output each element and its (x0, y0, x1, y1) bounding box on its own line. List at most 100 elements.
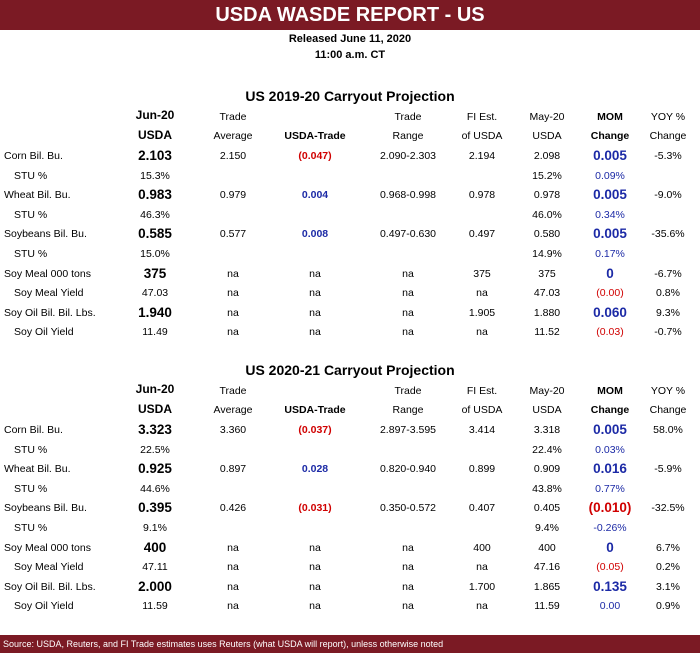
row-label: Wheat Bil. Bu. (4, 189, 71, 201)
header-trade-bottom: Average (213, 404, 253, 416)
fi-estimate: na (476, 600, 488, 612)
fi-estimate: 2.194 (468, 150, 496, 162)
mom-change: 0.060 (593, 305, 627, 320)
mom-change: 0.09% (595, 170, 625, 182)
trade-average: 2.150 (219, 150, 247, 162)
may-usda: 9.4% (535, 522, 559, 534)
usda-value: 9.1% (143, 522, 167, 534)
header-mom-bottom: Change (590, 404, 630, 416)
usda-value: 0.585 (138, 226, 172, 241)
mom-change: 0.005 (593, 226, 627, 241)
yoy-change: 6.7% (656, 542, 680, 554)
usda-value: 0.925 (138, 461, 172, 476)
row-label: Soy Oil Yield (14, 600, 74, 612)
yoy-change: 0.8% (656, 287, 680, 299)
usda-value: 15.0% (140, 248, 170, 260)
row-label: Soy Oil Bil. Bil. Lbs. (4, 581, 96, 593)
usda-value: 46.3% (140, 209, 170, 221)
fi-estimate: 0.497 (468, 228, 496, 240)
trade-range: 0.820-0.940 (379, 463, 437, 475)
may-usda: 47.03 (533, 287, 561, 299)
yoy-change: -9.0% (654, 189, 682, 201)
yoy-change: -5.3% (654, 150, 682, 162)
yoy-change: -5.9% (654, 463, 682, 475)
mom-change: (0.010) (588, 500, 632, 515)
usda-trade-diff: na (309, 287, 321, 299)
header-trade-top: Trade (219, 111, 247, 123)
mom-change: (0.03) (596, 326, 624, 338)
trade-average: na (227, 600, 239, 612)
header-may-bottom: USDA (532, 404, 562, 416)
may-usda: 11.59 (534, 600, 560, 612)
mom-change: 0.00 (599, 600, 621, 612)
trade-average: 0.897 (219, 463, 247, 475)
usda-trade-diff: na (309, 561, 321, 573)
header-range-bottom: Range (392, 130, 424, 142)
usda-trade-diff: 0.008 (301, 228, 329, 240)
may-usda: 3.318 (533, 424, 561, 436)
row-label: STU % (14, 522, 48, 534)
header-fi-top: FI Est. (466, 111, 498, 123)
trade-range: 0.497-0.630 (379, 228, 437, 240)
usda-trade-diff: (0.037) (298, 424, 332, 436)
row-label: Soybeans Bil. Bu. (4, 228, 87, 240)
usda-value: 3.323 (138, 422, 172, 437)
trade-average: na (227, 581, 239, 593)
may-usda: 43.8% (532, 483, 562, 495)
mom-change: 0.005 (593, 187, 627, 202)
trade-average: 0.979 (219, 189, 247, 201)
fi-estimate: na (476, 561, 488, 573)
trade-average: 0.577 (219, 228, 247, 240)
row-label: Soy Meal 000 tons (4, 268, 91, 280)
row-label: Soy Meal Yield (14, 287, 84, 299)
section-title: US 2020-21 Carryout Projection (245, 362, 455, 378)
usda-value: 11.59 (142, 600, 168, 612)
yoy-change: -32.5% (651, 502, 685, 514)
fi-estimate: 375 (473, 268, 491, 280)
trade-range: 0.350-0.572 (379, 502, 437, 514)
row-label: STU % (14, 444, 48, 456)
yoy-change: -0.7% (654, 326, 682, 338)
usda-value: 1.940 (138, 305, 172, 320)
row-label: Soy Oil Yield (14, 326, 74, 338)
row-label: STU % (14, 483, 48, 495)
may-usda: 15.2% (532, 170, 562, 182)
header-trade-bottom: Average (213, 130, 253, 142)
yoy-change: 0.9% (656, 600, 680, 612)
usda-trade-diff: na (309, 581, 321, 593)
yoy-change: 0.2% (656, 561, 680, 573)
header-usda: USDA (137, 128, 173, 142)
header-usda-month: Jun-20 (135, 382, 175, 396)
usda-value: 15.3% (140, 170, 170, 182)
row-label: Soy Oil Bil. Bil. Lbs. (4, 307, 96, 319)
usda-value: 44.6% (140, 483, 170, 495)
row-label: Corn Bil. Bu. (4, 150, 63, 162)
header-range-top: Trade (394, 111, 422, 123)
mom-change: 0.005 (593, 422, 627, 437)
may-usda: 375 (538, 268, 556, 280)
row-label: Wheat Bil. Bu. (4, 463, 71, 475)
report-title: USDA WASDE REPORT - US (0, 0, 700, 30)
fi-estimate: na (476, 326, 488, 338)
usda-value: 375 (143, 266, 167, 281)
usda-value: 2.000 (138, 579, 172, 594)
mom-change: 0.34% (595, 209, 625, 221)
may-usda: 1.865 (533, 581, 561, 593)
usda-value: 11.49 (142, 326, 168, 338)
usda-value: 0.395 (138, 500, 172, 515)
yoy-change: 58.0% (653, 424, 683, 436)
trade-average: na (227, 561, 239, 573)
trade-range: na (402, 581, 414, 593)
fi-estimate: 0.978 (468, 189, 496, 201)
usda-trade-diff: 0.004 (301, 189, 329, 201)
mom-change: (0.00) (596, 287, 624, 299)
mom-change: -0.26% (593, 522, 627, 534)
fi-estimate: 400 (473, 542, 491, 554)
header-usda-trade: USDA-Trade (284, 404, 346, 416)
header-fi-bottom: of USDA (461, 130, 503, 142)
trade-average: na (227, 307, 239, 319)
may-usda: 22.4% (532, 444, 562, 456)
header-range-top: Trade (394, 385, 422, 397)
mom-change: 0.77% (595, 483, 625, 495)
release-date: Released June 11, 2020 (288, 33, 412, 45)
